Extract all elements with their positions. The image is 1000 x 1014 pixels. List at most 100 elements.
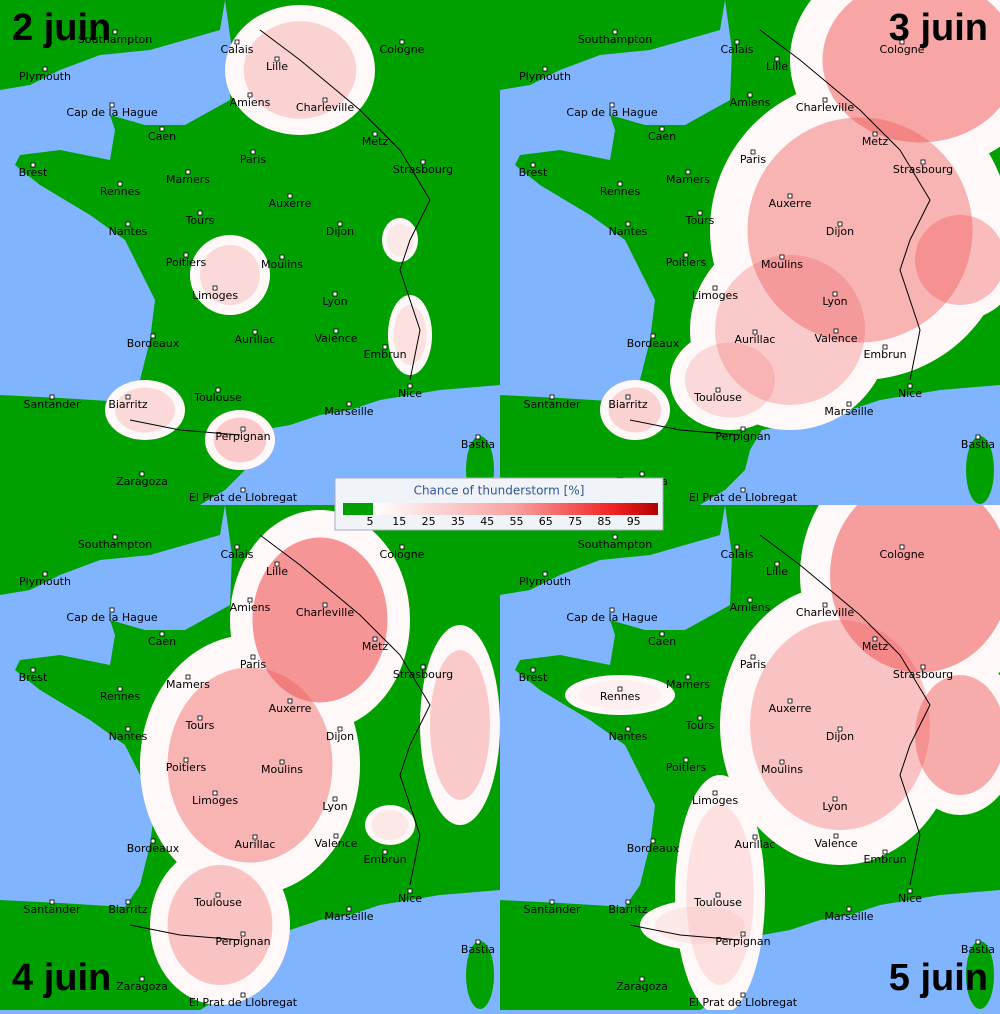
city-label: Nice [898,387,922,400]
storm-core [685,343,775,418]
city-label: Mamers [166,678,210,691]
city-label: Bordeaux [127,842,180,855]
city-label: Strasbourg [393,668,453,681]
city-label: Bordeaux [127,337,180,350]
city-label: Limoges [692,289,738,302]
city-label: Nantes [109,730,148,743]
city-label: Mamers [166,173,210,186]
storm-core [371,810,409,840]
city-label: Plymouth [19,70,71,83]
city-label: Nice [898,892,922,905]
city-label: Charleville [296,101,354,114]
city-label: Bordeaux [627,842,680,855]
city-label: Metz [362,640,389,653]
city-label: Calais [720,548,753,561]
city-label: Lille [266,565,288,578]
city-label: Embrun [863,853,906,866]
city-label: Dijon [326,225,354,238]
city-label: Lille [266,60,288,73]
city-label: Nantes [609,225,648,238]
map-panel: SouthamptonPlymouthCalaisLilleCologneAmi… [0,505,500,1010]
city-label: Amiens [730,96,771,109]
city-label: Southampton [578,33,652,46]
city-label: Toulouse [193,391,242,404]
city-label: Santander [24,398,81,411]
city-label: Perpignan [215,430,270,443]
city-label: Poitiers [666,256,707,269]
city-label: Mamers [666,678,710,691]
day-label: 2 juin [12,7,111,49]
city-label: Lyon [322,295,347,308]
city-label: Charleville [796,606,854,619]
city-label: Bordeaux [627,337,680,350]
city-label: Zaragoza [116,475,168,488]
city-label: Tours [185,214,215,227]
city-label: Paris [240,658,266,671]
city-label: Lille [766,60,788,73]
city-label: Biarritz [108,398,148,411]
city-label: Perpignan [715,935,770,948]
city-label: Limoges [192,794,238,807]
city-label: Amiens [730,601,771,614]
city-label: Calais [220,548,253,561]
city-label: Aurillac [735,838,776,851]
legend-label: 95 [627,515,641,528]
city-label: El Prat de Llobregat [689,996,798,1009]
city-label: Amiens [230,96,271,109]
legend-label: 65 [539,515,553,528]
city-label: Moulins [761,258,803,271]
city-label: Nantes [609,730,648,743]
city-label: Bastia [961,438,995,451]
day-label: 3 juin [889,7,988,49]
city-label: Metz [862,640,889,653]
city-label: Auxerre [769,702,812,715]
city-label: Limoges [192,289,238,302]
city-label: Moulins [261,258,303,271]
storm-core [387,224,414,257]
city-label: Brest [19,166,48,179]
city-label: Marseille [324,910,373,923]
city-label: Dijon [326,730,354,743]
map-panel: SouthamptonPlymouthCalaisLilleCologneAmi… [0,0,500,505]
city-label: Nantes [109,225,148,238]
city-label: Auxerre [269,197,312,210]
city-label: Zaragoza [116,980,168,993]
city-label: Auxerre [269,702,312,715]
city-label: Plymouth [519,575,571,588]
legend-label: 15 [392,515,406,528]
day-label: 5 juin [889,957,988,999]
legend-label: 75 [568,515,582,528]
city-label: Cologne [380,43,425,56]
city-label: Tours [685,719,715,732]
city-label: Dijon [826,225,854,238]
city-label: Lyon [822,295,847,308]
city-label: Strasbourg [893,668,953,681]
city-label: Amiens [230,601,271,614]
legend-scale [373,503,658,515]
day-label: 4 juin [12,957,111,999]
city-label: Southampton [78,538,152,551]
city-label: Plymouth [519,70,571,83]
city-label: Moulins [261,763,303,776]
city-label: Rennes [100,185,141,198]
legend-label: 55 [510,515,524,528]
city-label: El Prat de Llobregat [189,996,298,1009]
city-label: Southampton [578,538,652,551]
city-label: Moulins [761,763,803,776]
city-label: Marseille [324,405,373,418]
city-label: Dijon [826,730,854,743]
city-label: Aurillac [735,333,776,346]
city-label: Rennes [600,690,641,703]
city-label: Brest [519,166,548,179]
city-label: Aurillac [235,333,276,346]
city-label: Poitiers [666,761,707,774]
city-label: Embrun [863,348,906,361]
city-label: Embrun [363,853,406,866]
city-label: Aurillac [235,838,276,851]
city-label: Lille [766,565,788,578]
legend-label: 45 [480,515,494,528]
city-label: Bastia [461,943,495,956]
city-label: Toulouse [693,391,742,404]
